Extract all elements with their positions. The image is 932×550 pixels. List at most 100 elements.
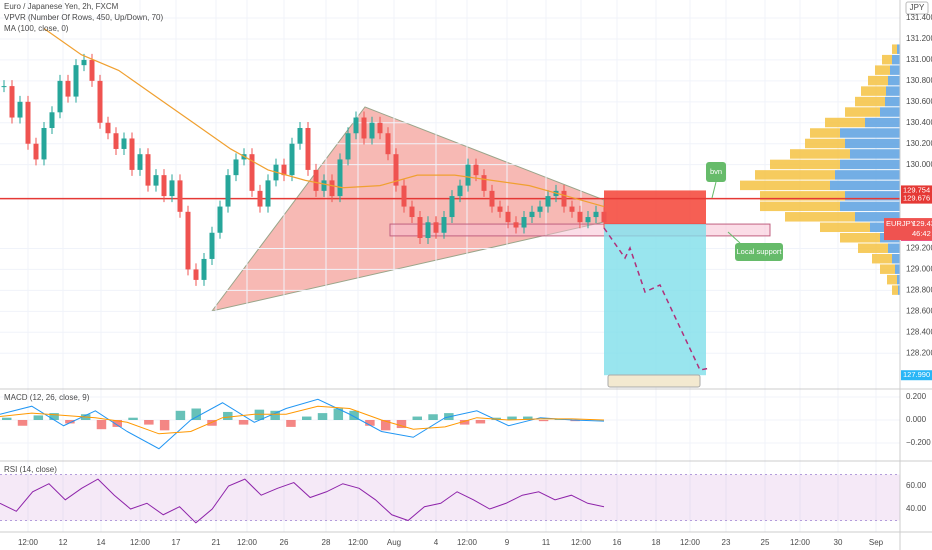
macd-tick-label: 0.000 xyxy=(906,415,927,424)
candle-body xyxy=(473,164,479,176)
rsi-band xyxy=(0,474,900,521)
time-tick-label: 28 xyxy=(322,538,331,547)
macd-bar xyxy=(17,420,28,426)
candle-body xyxy=(537,206,543,212)
macd-bar xyxy=(302,416,312,420)
volume-down xyxy=(861,86,886,96)
macd-bar xyxy=(207,420,217,426)
candle-body xyxy=(505,211,511,223)
entry-label-bg xyxy=(901,193,932,204)
candle-body xyxy=(441,217,447,233)
candle-body xyxy=(25,101,31,144)
macd-bar xyxy=(349,410,359,420)
currency: JPY xyxy=(910,3,925,12)
candle-body xyxy=(329,180,335,197)
price-tick-label: 128.800 xyxy=(906,285,932,294)
macd-bar xyxy=(191,408,201,420)
candle-body xyxy=(265,180,271,207)
candle-body xyxy=(353,117,359,134)
price-tick-label: 128.200 xyxy=(906,348,932,357)
volume-up xyxy=(855,212,900,222)
time-tick-label: 12:00 xyxy=(571,538,592,547)
macd-bar xyxy=(223,411,233,420)
macd-bar xyxy=(49,413,59,420)
candle-body xyxy=(281,164,287,176)
volume-down xyxy=(785,212,855,222)
candle-body xyxy=(577,211,583,223)
volume-up xyxy=(845,138,900,149)
time-tick-label: 12:00 xyxy=(680,538,701,547)
time-tick-label: 4 xyxy=(434,538,439,547)
candle-body xyxy=(561,190,567,207)
macd-bar xyxy=(412,416,422,420)
candle-body xyxy=(361,117,367,139)
bvn-bubble xyxy=(706,162,726,182)
candle-body xyxy=(385,133,391,155)
bvn-pointer xyxy=(711,181,717,199)
candle-body xyxy=(593,211,599,218)
macd-bar xyxy=(96,420,107,430)
candle-body xyxy=(417,217,423,238)
macd-bar xyxy=(254,409,265,420)
time-tick-label: 12:00 xyxy=(348,538,369,547)
macd-tick-label: 0.200 xyxy=(906,392,927,401)
candle-body xyxy=(49,112,55,129)
symbol-title: Euro / Japanese Yen, 2h, FXCM xyxy=(4,2,119,11)
target-bottom-label-bg xyxy=(901,370,932,381)
candle-body xyxy=(225,175,231,207)
volume-down xyxy=(770,159,840,170)
volume-down xyxy=(892,44,897,54)
volume-up xyxy=(886,86,900,96)
candle-body xyxy=(337,159,343,197)
time-tick-label: 12:00 xyxy=(790,538,811,547)
candle-body xyxy=(569,206,575,212)
volume-down xyxy=(892,285,898,295)
volume-up xyxy=(895,264,900,274)
rsi-tick-label: 40.00 xyxy=(906,504,927,513)
candle-body xyxy=(489,190,495,207)
currency-box xyxy=(905,1,929,15)
price-tick-label: 128.400 xyxy=(906,327,932,336)
candle-body xyxy=(369,122,375,139)
macd-bar xyxy=(238,420,249,425)
time-tick-label: 23 xyxy=(722,538,731,547)
emoji-strip xyxy=(607,374,701,388)
rsi-line xyxy=(0,478,605,524)
candle-body xyxy=(401,185,407,207)
projection-path xyxy=(603,227,711,371)
ma-line xyxy=(43,28,605,208)
candle-body xyxy=(145,154,151,186)
time-tick-label: 12:00 xyxy=(237,538,258,547)
candle-body xyxy=(81,59,87,66)
volume-down xyxy=(882,54,892,65)
macd-bar xyxy=(112,420,122,427)
last-price-timer: 46:42 xyxy=(912,229,931,238)
ma-legend: MA (100, close, 0) xyxy=(4,24,69,33)
last-price-bg xyxy=(884,218,932,241)
volume-down xyxy=(820,222,870,233)
candle-body xyxy=(121,138,127,149)
macd-bar xyxy=(507,416,517,420)
price-tick-label: 131.000 xyxy=(906,55,932,64)
volume-down xyxy=(875,65,890,75)
macd-bar xyxy=(333,408,344,420)
volume-up xyxy=(888,243,900,253)
candle-body xyxy=(57,80,63,113)
volume-down xyxy=(855,96,885,107)
candle-body xyxy=(153,175,159,186)
macd-line xyxy=(0,398,605,450)
target-bottom-label: 127.990 xyxy=(903,370,930,379)
support-pointer xyxy=(727,231,741,244)
volume-down xyxy=(810,128,840,138)
volume-down xyxy=(880,264,895,274)
time-tick-label: 9 xyxy=(505,538,510,547)
time-tick-label: Sep xyxy=(869,538,884,547)
volume-down xyxy=(845,107,880,117)
candle-body xyxy=(425,222,431,238)
candle-body xyxy=(345,133,351,160)
macd-bar xyxy=(317,413,328,420)
candle-body xyxy=(297,128,303,144)
macd-bar xyxy=(428,414,438,420)
candle-body xyxy=(217,206,223,233)
time-tick-label: 12:00 xyxy=(130,538,151,547)
